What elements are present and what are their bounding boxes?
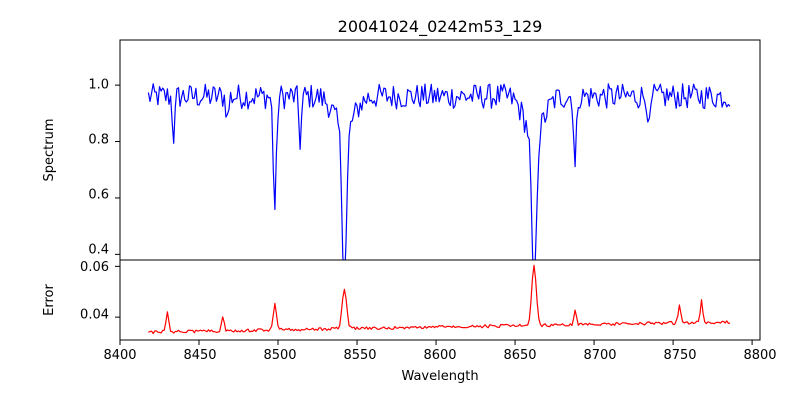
y-tick-label: 0.6 [88, 188, 109, 203]
error-marks [115, 264, 731, 335]
y-tick-label: 0.8 [88, 133, 109, 148]
x-tick-label: 8400 [103, 348, 136, 363]
x-tick-label: 8650 [503, 348, 536, 363]
x-tick-label: 8450 [183, 348, 216, 363]
error-y-label: Error [42, 284, 57, 316]
y-tick-label: 0.04 [80, 308, 109, 323]
y-tick-label: 0.4 [88, 243, 109, 258]
spectrum-series-line [147, 83, 731, 297]
y-tick-label: 1.0 [88, 78, 109, 93]
x-axis-label: Wavelength [401, 369, 478, 384]
x-tick-label: 8600 [423, 348, 456, 363]
spectrum-plot-area [120, 40, 760, 260]
error-axes-frame [119, 259, 761, 341]
chart-title: 20041024_0242m53_129 [338, 17, 543, 37]
x-tick-label: 8550 [343, 348, 376, 363]
y-tick-label: 0.06 [80, 260, 109, 275]
x-tick-label: 8700 [583, 348, 616, 363]
x-axis: 8400 8450 8500 8550 8600 8650 8700 8750 … [103, 340, 777, 384]
x-tick-label: 8750 [663, 348, 696, 363]
x-tick-label: 8500 [263, 348, 296, 363]
error-panel: Error 0.04 0.06 [42, 259, 761, 341]
spectrum-marks [115, 83, 731, 297]
spectrum-panel: Spectrum 0.4 0.6 0.8 1.0 [42, 39, 761, 297]
spectrum-y-label: Spectrum [42, 119, 57, 182]
x-tick-label: 8800 [743, 348, 776, 363]
error-plot-area [120, 260, 760, 340]
error-series-line [148, 264, 731, 335]
